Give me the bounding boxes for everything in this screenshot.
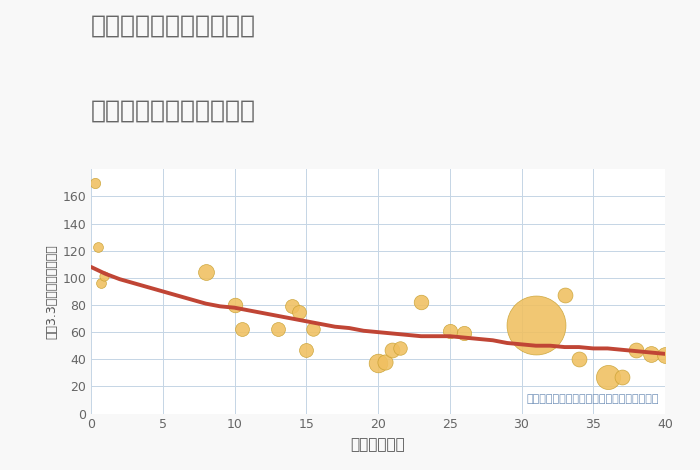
Point <box>394 345 405 352</box>
Y-axis label: 坪（3.3㎡）単価（万円）: 坪（3.3㎡）単価（万円） <box>45 244 58 339</box>
Point <box>229 301 240 309</box>
Point <box>379 358 391 366</box>
Point <box>602 373 613 381</box>
Point <box>293 308 304 315</box>
Point <box>559 292 570 299</box>
Point <box>92 243 104 251</box>
Point <box>90 179 101 187</box>
Point <box>286 303 297 310</box>
Point <box>372 360 384 367</box>
Point <box>272 326 283 333</box>
Point <box>416 298 427 306</box>
Point <box>631 346 642 353</box>
Point <box>236 326 247 333</box>
Text: 円の大きさは、取引のあった物件面積を示す: 円の大きさは、取引のあった物件面積を示す <box>527 394 659 404</box>
X-axis label: 築年数（年）: 築年数（年） <box>351 437 405 452</box>
Point <box>617 373 628 381</box>
Point <box>95 280 106 287</box>
Point <box>458 330 470 337</box>
Point <box>308 326 319 333</box>
Point <box>200 269 211 276</box>
Point <box>301 346 312 353</box>
Point <box>444 327 456 335</box>
Text: 築年数別中古戸建て価格: 築年数別中古戸建て価格 <box>91 99 256 123</box>
Text: 奈良県奈良市柳生下町の: 奈良県奈良市柳生下町の <box>91 14 256 38</box>
Point <box>645 350 657 358</box>
Point <box>659 352 671 359</box>
Point <box>531 321 542 329</box>
Point <box>98 273 109 280</box>
Point <box>573 355 584 363</box>
Point <box>386 346 398 353</box>
